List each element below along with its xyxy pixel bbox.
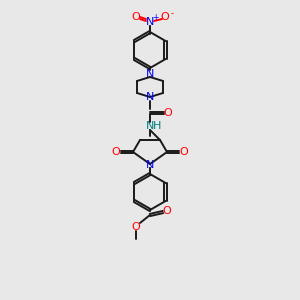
Text: O: O bbox=[180, 147, 188, 157]
Text: O: O bbox=[164, 108, 172, 118]
Text: O: O bbox=[132, 222, 140, 232]
Text: N: N bbox=[146, 160, 154, 170]
Text: N: N bbox=[146, 69, 154, 79]
Text: H: H bbox=[153, 121, 161, 131]
Text: O: O bbox=[160, 12, 169, 22]
Text: N: N bbox=[146, 17, 154, 27]
Text: O: O bbox=[163, 206, 171, 216]
Text: N: N bbox=[146, 92, 154, 103]
Text: -: - bbox=[170, 10, 173, 19]
Text: O: O bbox=[112, 147, 120, 157]
Text: +: + bbox=[152, 14, 158, 22]
Text: O: O bbox=[132, 12, 140, 22]
Text: N: N bbox=[146, 121, 154, 131]
